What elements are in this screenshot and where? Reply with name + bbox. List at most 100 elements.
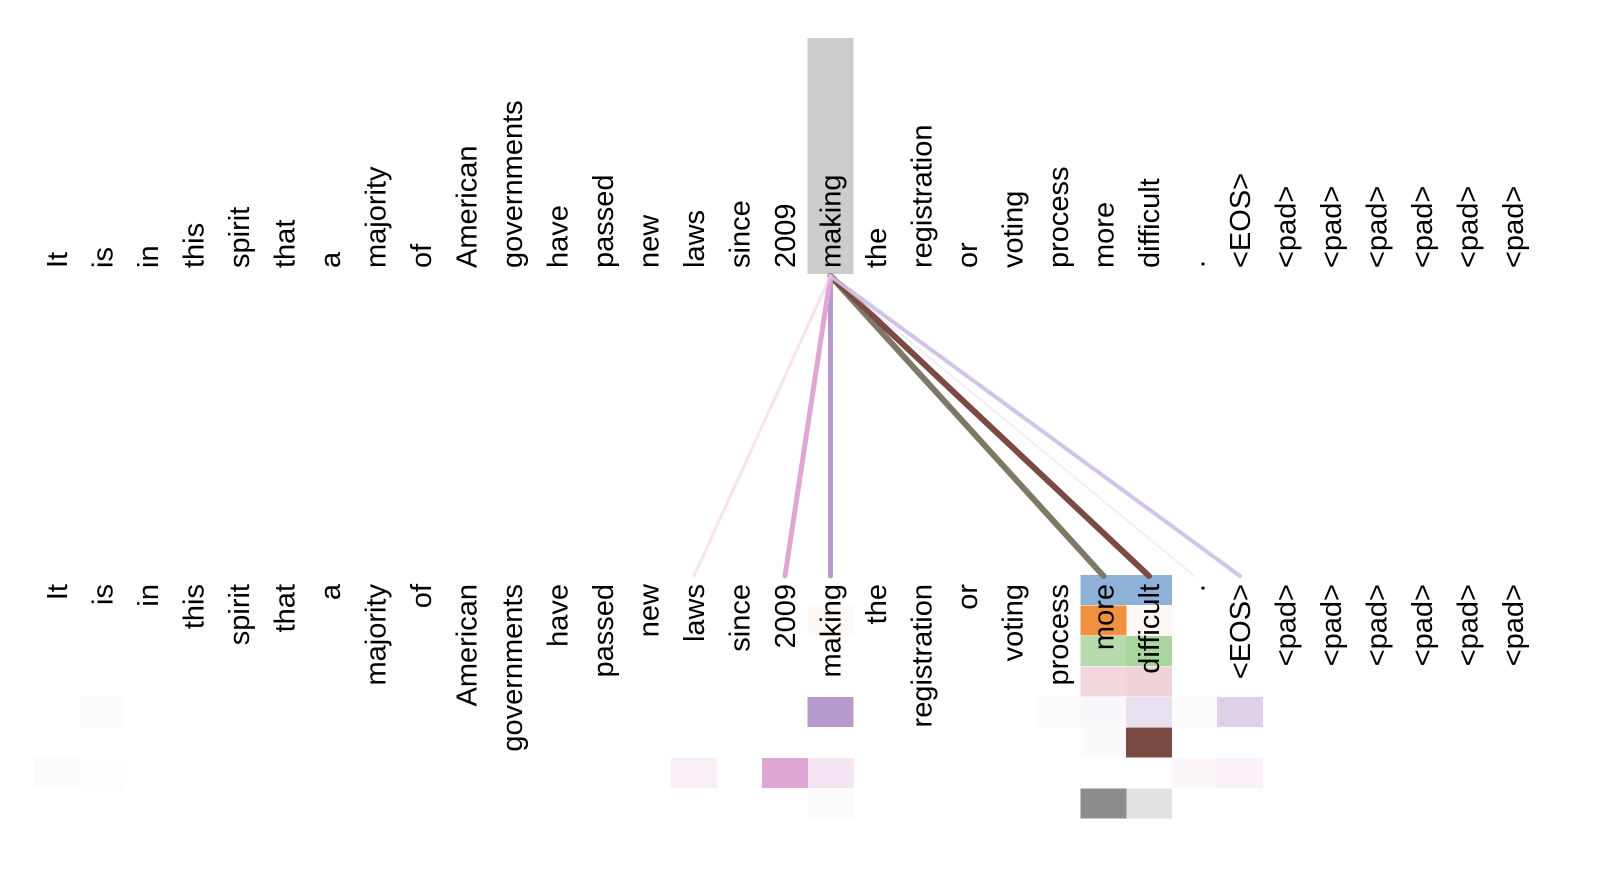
attention-line [782, 273, 833, 579]
key-token[interactable]: registration [907, 584, 939, 727]
attention-heatmap [34, 575, 1263, 819]
attention-cell [1126, 788, 1172, 819]
key-token[interactable]: majority [361, 584, 393, 686]
query-token[interactable]: more [1089, 202, 1121, 268]
query-token[interactable]: <pad> [1407, 186, 1439, 268]
query-token[interactable]: of [406, 243, 438, 268]
key-token[interactable]: have [543, 584, 575, 647]
key-token[interactable]: <pad> [1407, 584, 1439, 666]
key-token[interactable]: <pad> [1453, 584, 1485, 666]
attention-cell [79, 758, 126, 788]
query-token[interactable]: <pad> [1362, 186, 1394, 268]
attention-cell [1080, 788, 1127, 819]
key-token[interactable]: passed [588, 584, 620, 678]
key-token[interactable]: spirit [224, 584, 256, 645]
query-token[interactable]: new [634, 214, 666, 268]
key-token[interactable]: <EOS> [1225, 584, 1257, 679]
key-token[interactable]: <pad> [1271, 584, 1303, 666]
key-token[interactable]: It [42, 584, 74, 600]
attention-cell [762, 758, 808, 788]
key-token[interactable]: in [133, 584, 165, 607]
query-token[interactable]: <pad> [1316, 186, 1348, 268]
query-token[interactable]: <pad> [1453, 186, 1485, 268]
query-token[interactable]: a [315, 251, 347, 268]
key-token[interactable]: process [1043, 584, 1075, 686]
attention-cell [1171, 758, 1218, 788]
key-token[interactable]: that [270, 584, 302, 632]
key-token[interactable]: this [179, 584, 211, 629]
key-token[interactable]: <pad> [1362, 584, 1394, 666]
query-token[interactable]: spirit [224, 207, 256, 268]
attention-cell [1126, 727, 1172, 758]
query-token[interactable]: process [1043, 166, 1075, 268]
query-token[interactable]: or [952, 242, 984, 268]
key-token[interactable]: is [88, 584, 120, 605]
attention-cell [1080, 636, 1127, 666]
key-token[interactable]: 2009 [770, 584, 802, 649]
attention-cell [1126, 636, 1172, 666]
key-token[interactable]: . [1180, 584, 1212, 592]
key-token[interactable]: voting [998, 584, 1030, 661]
key-token[interactable]: governments [497, 584, 529, 752]
key-token[interactable]: American [452, 584, 484, 707]
key-token[interactable]: laws [679, 584, 711, 642]
query-token[interactable]: making [816, 175, 848, 269]
attention-cell [807, 758, 854, 788]
selected-token-box[interactable] [807, 38, 854, 274]
query-token[interactable]: have [543, 205, 575, 268]
attention-cell [1217, 758, 1263, 788]
query-token[interactable]: governments [497, 100, 529, 268]
key-token[interactable]: <pad> [1498, 584, 1530, 666]
attention-cell [807, 605, 854, 636]
query-token[interactable]: 2009 [770, 203, 802, 268]
attention-cell [1126, 697, 1172, 727]
query-token[interactable]: passed [588, 174, 620, 268]
attention-lines [692, 273, 1242, 579]
attention-cell [807, 697, 854, 727]
attention-cell [1080, 666, 1127, 697]
query-token[interactable]: is [88, 247, 120, 268]
selected-token-highlight [807, 38, 854, 274]
attention-line [692, 274, 832, 578]
query-token[interactable]: in [133, 245, 165, 268]
query-token-row: It is in this spirit that a majority of American g… [42, 100, 1530, 268]
attention-cell [1080, 575, 1127, 605]
attention-cell [1217, 697, 1263, 727]
attention-line [829, 275, 1196, 577]
query-token[interactable]: <pad> [1271, 186, 1303, 268]
key-token[interactable]: difficult [1134, 584, 1166, 674]
query-token[interactable]: the [861, 228, 893, 268]
attention-cell [1172, 697, 1218, 727]
attention-line [828, 274, 1242, 578]
key-token[interactable]: a [315, 583, 347, 600]
attention-cell [1126, 575, 1172, 605]
key-token[interactable]: new [634, 583, 666, 637]
query-token[interactable]: since [725, 200, 757, 268]
query-token[interactable]: <pad> [1498, 186, 1530, 268]
attention-cell [1080, 697, 1127, 727]
key-token[interactable]: <pad> [1316, 584, 1348, 666]
query-token[interactable]: laws [679, 210, 711, 268]
query-token[interactable]: majority [361, 166, 393, 268]
attention-cell [1126, 605, 1172, 636]
attention-cell [80, 697, 126, 727]
query-token[interactable]: American [452, 146, 484, 269]
query-token[interactable]: <EOS> [1225, 173, 1257, 268]
query-token[interactable]: voting [998, 191, 1030, 268]
attention-line [827, 273, 1107, 579]
query-token[interactable]: that [270, 220, 302, 268]
key-token[interactable]: more [1089, 584, 1121, 650]
key-token[interactable]: making [816, 584, 848, 678]
query-token[interactable]: difficult [1134, 178, 1166, 268]
query-token[interactable]: . [1180, 260, 1212, 268]
query-token[interactable]: registration [907, 125, 939, 268]
query-token[interactable]: this [179, 223, 211, 268]
key-token-row: It is in this spirit that a majority of American g… [42, 583, 1530, 752]
key-token[interactable]: since [725, 584, 757, 652]
key-token[interactable]: of [406, 583, 438, 608]
attention-cell [671, 758, 717, 788]
query-token[interactable]: It [42, 252, 74, 268]
key-token[interactable]: the [861, 584, 893, 624]
key-token[interactable]: or [952, 584, 984, 610]
